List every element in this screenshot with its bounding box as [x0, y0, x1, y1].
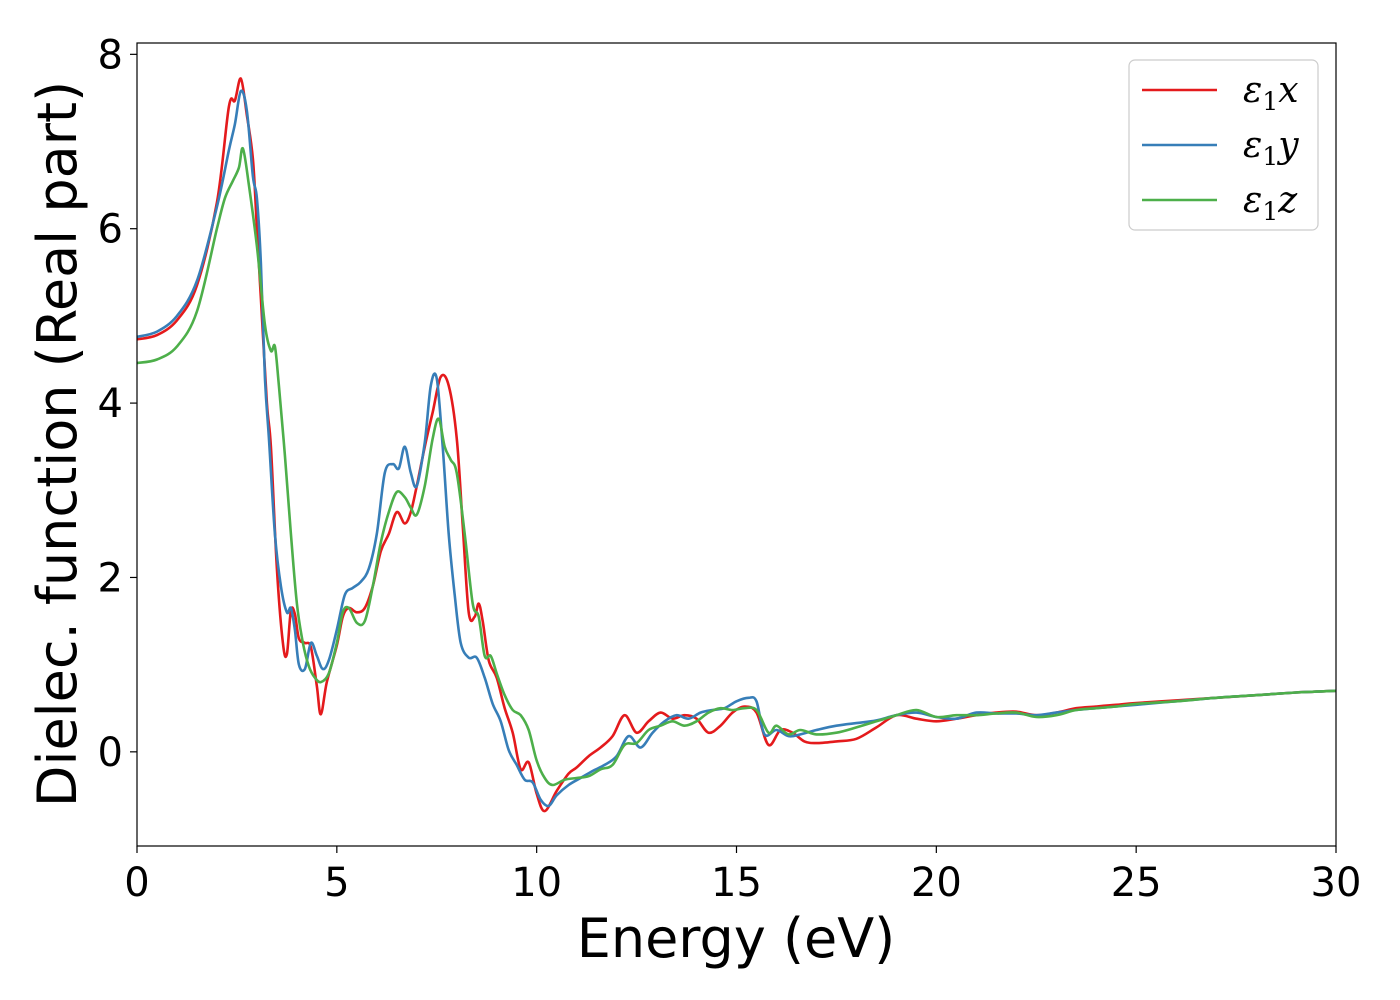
series-line-y [137, 89, 1336, 808]
y-tick-label: 0 [98, 730, 123, 776]
x-tick-label: 20 [911, 860, 962, 906]
series-line-z [137, 146, 1336, 787]
series-layer [137, 77, 1336, 813]
x-tick-label: 15 [711, 860, 762, 906]
y-axis-label: Dielec. function (Real part) [26, 81, 89, 807]
x-tick-label: 30 [1311, 860, 1362, 906]
legend: ε1x ε1y ε1z [1128, 59, 1319, 231]
legend-label-y: ε1y [1243, 125, 1299, 171]
y-tick-label: 4 [98, 381, 123, 427]
series-line-x [137, 77, 1336, 813]
axis-ticks: 0 5 10 15 20 25 30 0 2 4 6 8 [98, 32, 1362, 906]
y-tick-label: 8 [98, 32, 123, 78]
x-tick-label: 5 [324, 860, 349, 906]
legend-label-x: ε1x [1243, 70, 1299, 116]
x-tick-label: 25 [1111, 860, 1162, 906]
legend-label-z: ε1z [1243, 180, 1298, 226]
x-tick-label: 10 [511, 860, 562, 906]
legend-box [1128, 59, 1319, 231]
x-axis-label: Energy (eV) [577, 907, 896, 970]
y-tick-label: 2 [98, 555, 123, 601]
x-tick-label: 0 [124, 860, 149, 906]
y-tick-label: 6 [98, 207, 123, 253]
